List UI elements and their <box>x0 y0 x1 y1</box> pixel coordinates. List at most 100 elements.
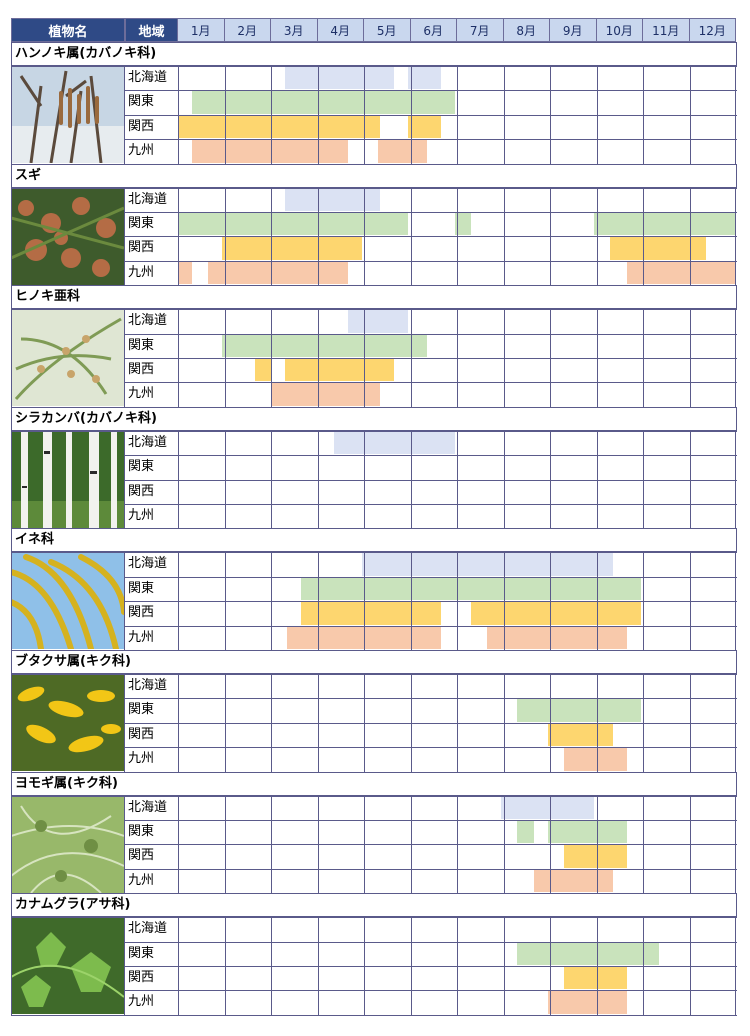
grid-line-vertical <box>318 552 319 650</box>
grid-line-vertical <box>643 188 644 286</box>
grid-line-vertical <box>178 431 179 529</box>
grid-line-vertical <box>411 309 412 407</box>
region-label: 関東 <box>128 580 155 596</box>
grid-line-horizontal <box>125 358 737 359</box>
grid-line-vertical <box>124 552 125 650</box>
grid-line-horizontal <box>11 1015 737 1016</box>
grid-line-vertical <box>11 796 12 894</box>
region-label: 関西 <box>128 970 155 985</box>
region-label: 関西 <box>128 483 155 499</box>
grid-line-vertical <box>597 431 598 529</box>
grid-line-vertical <box>178 309 179 407</box>
grid-line-horizontal <box>125 382 737 383</box>
hop-photo <box>11 917 124 1015</box>
grid-line-vertical <box>597 674 598 772</box>
grid-line-horizontal <box>125 480 737 481</box>
pollen-period-bar <box>470 602 641 625</box>
grid-line-horizontal <box>125 90 737 91</box>
grid-line-vertical <box>550 309 551 407</box>
grid-line-vertical <box>364 552 365 650</box>
grid-line-vertical <box>457 66 458 164</box>
grid-line-vertical <box>643 796 644 894</box>
month-header: 9月 <box>550 18 597 42</box>
pollen-period-bar <box>284 359 395 382</box>
grid-line-vertical <box>735 552 736 650</box>
grid-line-vertical <box>457 431 458 529</box>
grid-line-vertical <box>271 917 272 1015</box>
pollen-period-bar <box>408 115 441 139</box>
grid-line-horizontal <box>11 917 737 918</box>
grid-line-vertical <box>124 796 125 894</box>
region-label: 北海道 <box>128 191 168 207</box>
region-label: 九州 <box>128 994 155 1010</box>
grid-line-vertical <box>411 796 412 894</box>
grid-line-horizontal <box>125 455 737 456</box>
rice-photo <box>11 552 124 650</box>
grid-line-vertical <box>225 552 226 650</box>
grid-line-horizontal <box>125 844 737 845</box>
region-label: 関東 <box>128 824 155 839</box>
grid-line-horizontal <box>125 869 737 870</box>
grid-line-vertical <box>225 309 226 407</box>
grid-line-vertical <box>271 66 272 164</box>
grid-line-vertical <box>11 188 12 286</box>
grid-line-horizontal <box>11 66 737 67</box>
grid-line-vertical <box>735 674 736 772</box>
grid-line-horizontal <box>125 334 737 335</box>
pollen-period-bar <box>487 626 627 649</box>
grid-line-horizontal <box>125 942 737 943</box>
grid-line-vertical <box>550 552 551 650</box>
grid-line-horizontal <box>125 698 737 699</box>
grid-line-vertical <box>124 674 125 772</box>
grid-line-vertical <box>597 552 598 650</box>
mugwort-photo <box>11 795 124 893</box>
pollen-period-bar <box>547 991 627 1014</box>
region-label: 九州 <box>128 143 155 159</box>
grid-line-horizontal <box>11 674 737 675</box>
grid-line-vertical <box>411 674 412 772</box>
grid-line-vertical <box>504 66 505 164</box>
region-label: 関東 <box>128 94 155 110</box>
region-label: 関東 <box>128 459 155 475</box>
grid-line-vertical <box>411 66 412 164</box>
grid-line-vertical <box>597 917 598 1015</box>
pollen-period-bar <box>501 796 595 819</box>
region-label: 北海道 <box>128 313 168 329</box>
grid-line-vertical <box>457 309 458 407</box>
grid-line-vertical <box>124 309 125 407</box>
pollen-period-bar <box>533 869 613 893</box>
grid-line-vertical <box>457 552 458 650</box>
plant-name: スギ <box>11 163 737 188</box>
grid-line-vertical <box>364 66 365 164</box>
grid-line-vertical <box>11 431 12 529</box>
region-label: 九州 <box>128 751 155 767</box>
grid-line-vertical <box>318 796 319 894</box>
pollen-period-bar <box>178 261 192 285</box>
pollen-period-bar <box>517 942 660 965</box>
grid-line-horizontal <box>125 820 737 821</box>
plant-name: シラカンバ(カバノキ科) <box>11 406 737 431</box>
month-header: 11月 <box>643 18 690 42</box>
grid-line-vertical <box>643 552 644 650</box>
region-label: 九州 <box>128 508 155 523</box>
pollen-period-bar <box>547 821 627 844</box>
region-label: 関西 <box>128 240 155 256</box>
pollen-period-bar <box>610 237 706 260</box>
grid-line-vertical <box>457 674 458 772</box>
pollen-period-bar <box>377 140 427 163</box>
grid-line-horizontal <box>125 723 737 724</box>
grid-line-vertical <box>318 674 319 772</box>
region-label: 関東 <box>128 702 155 718</box>
grid-line-horizontal <box>125 990 737 991</box>
cypress-photo <box>11 309 124 407</box>
grid-line-horizontal <box>125 577 737 578</box>
grid-line-vertical <box>690 552 691 650</box>
grid-line-vertical <box>735 796 736 894</box>
grid-line-vertical <box>124 66 125 164</box>
month-header: 12月 <box>689 18 736 42</box>
pollen-period-bar <box>178 115 381 139</box>
region-label: 関西 <box>128 605 155 621</box>
pollen-period-bar <box>284 188 381 211</box>
grid-line-vertical <box>11 917 12 1015</box>
